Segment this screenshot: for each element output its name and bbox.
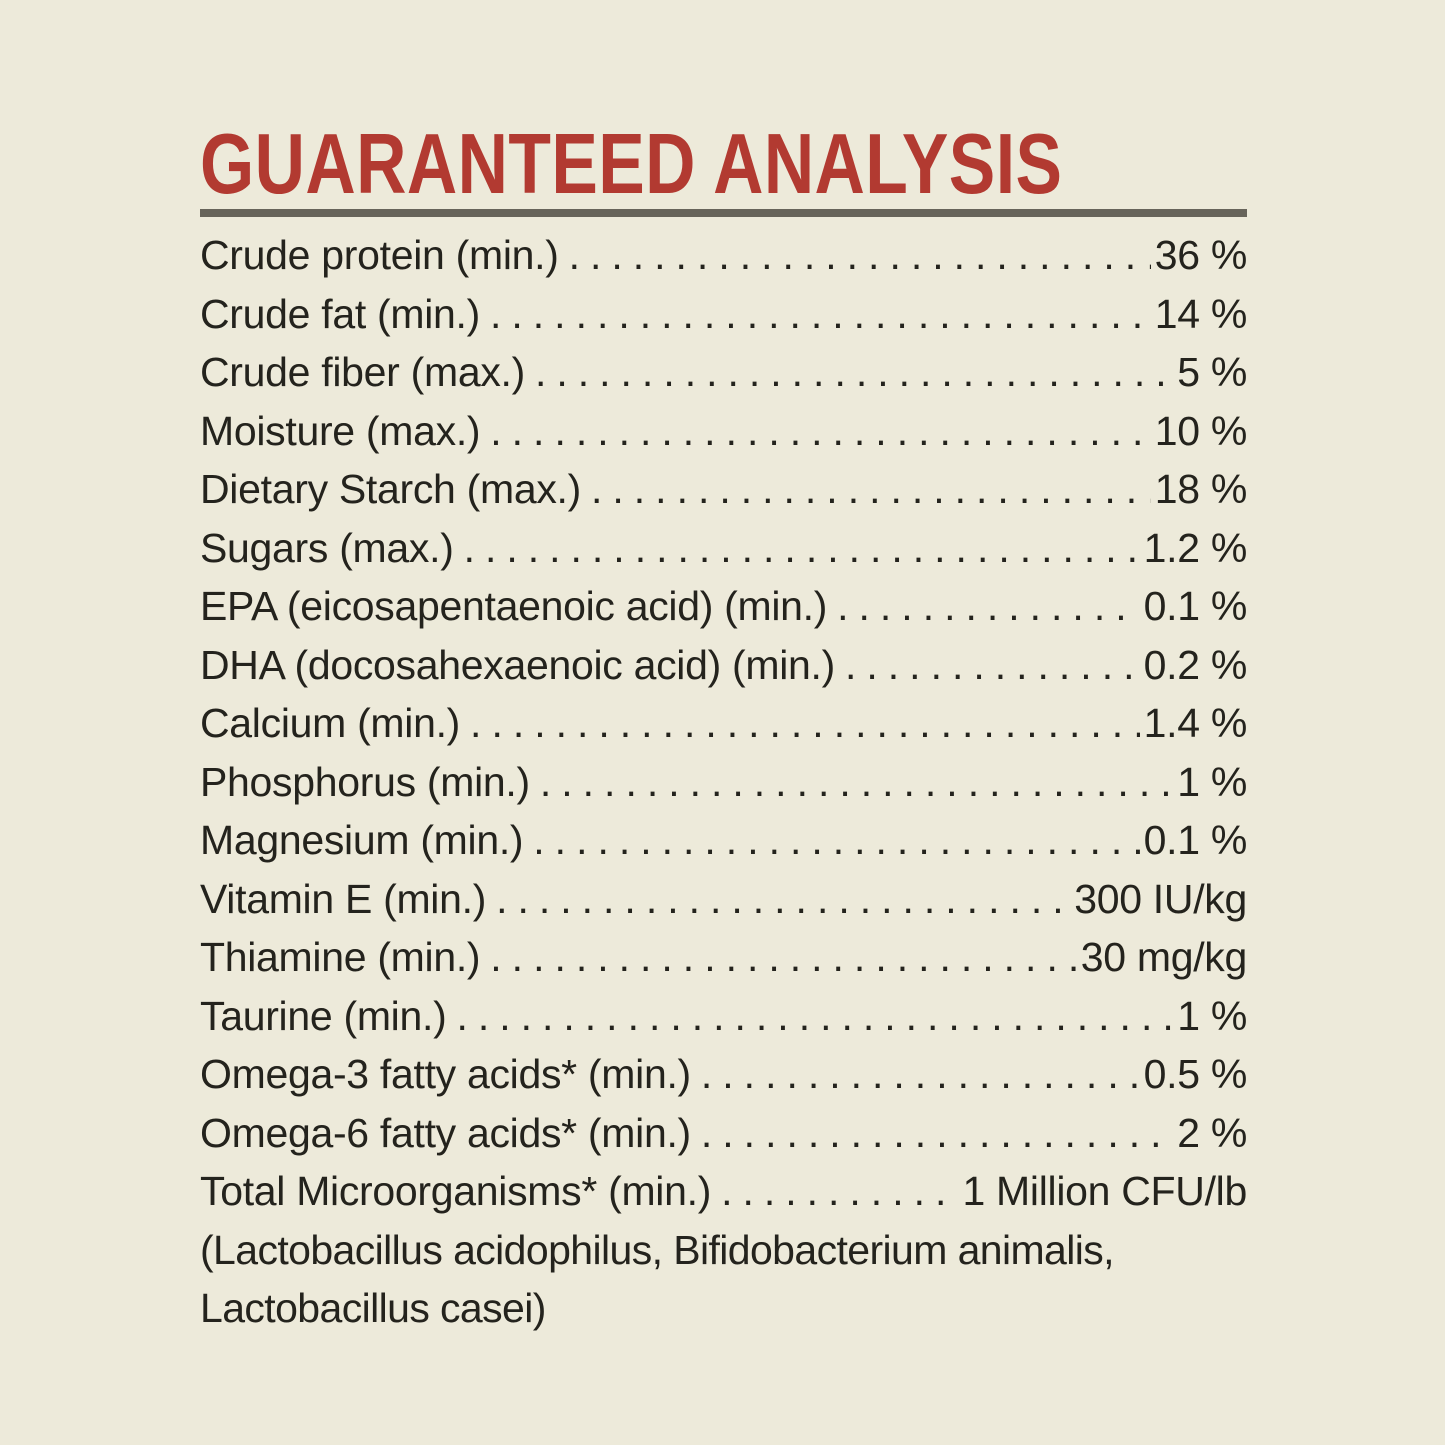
- nutrient-label: Omega-6 fatty acids* (min.): [200, 1109, 691, 1156]
- analysis-row: Moisture (max.) 10 %: [200, 402, 1247, 461]
- dot-leader: [490, 402, 1150, 461]
- nutrient-value: 18 %: [1154, 466, 1248, 512]
- analysis-row: Crude fat (min.) 14 %: [200, 285, 1247, 344]
- analysis-row: Crude protein (min.) 36 %: [200, 226, 1247, 285]
- analysis-row: Omega-3 fatty acids* (min.) 0.5 %: [200, 1045, 1247, 1104]
- dot-leader: [464, 519, 1140, 578]
- analysis-list: Crude protein (min.) 36 % Crude fat (min…: [200, 226, 1247, 1338]
- nutrient-label: Crude fat (min.): [200, 290, 480, 337]
- dot-leader: [721, 1162, 958, 1221]
- nutrient-value: 0.2 %: [1143, 641, 1248, 688]
- footnote-container: (Lactobacillus acidophilus, Bifidobacter…: [200, 1221, 1247, 1338]
- nutrient-value: 1 Million CFU/lb: [962, 1168, 1247, 1214]
- dot-leader: [496, 870, 1070, 929]
- dot-leader: [490, 928, 1076, 987]
- footnote-line: (Lactobacillus acidophilus, Bifidobacter…: [200, 1226, 1115, 1273]
- analysis-row: Phosphorus (min.) 1 %: [200, 753, 1247, 812]
- nutrient-value: 10 %: [1154, 407, 1248, 454]
- footnote-line: Lactobacillus casei): [200, 1285, 546, 1331]
- dot-leader: [701, 1104, 1173, 1163]
- nutrient-label: Sugars (max.): [200, 524, 454, 571]
- nutrient-label: EPA (eicosapentaenoic acid) (min.): [200, 583, 828, 629]
- dot-leader: [845, 636, 1140, 695]
- nutrient-value: 0.1 %: [1143, 583, 1248, 629]
- nutrient-label: Thiamine (min.): [200, 934, 481, 980]
- nutrient-label: Moisture (max.): [200, 407, 481, 454]
- nutrient-label: Crude protein (min.): [200, 232, 559, 278]
- analysis-rows-container: Crude protein (min.) 36 % Crude fat (min…: [200, 226, 1247, 1221]
- analysis-row: Sugars (max.) 1.2 %: [200, 519, 1247, 578]
- dot-leader: [490, 285, 1151, 344]
- dot-leader: [533, 811, 1139, 870]
- nutrient-value: 1.2 %: [1143, 524, 1248, 571]
- dot-leader: [569, 226, 1151, 285]
- nutrient-value: 30 mg/kg: [1080, 934, 1248, 980]
- nutrient-value: 1 %: [1177, 758, 1247, 805]
- nutrient-value: 14 %: [1154, 290, 1248, 337]
- analysis-row: Omega-6 fatty acids* (min.) 2 %: [200, 1104, 1247, 1163]
- analysis-row: Vitamin E (min.) 300 IU/kg: [200, 870, 1247, 929]
- nutrient-value: 5 %: [1177, 349, 1247, 395]
- page-title: GUARANTEED ANALYSIS: [200, 117, 1063, 212]
- analysis-row: EPA (eicosapentaenoic acid) (min.) 0.1 %: [200, 577, 1247, 636]
- nutrient-label: Calcium (min.): [200, 700, 461, 746]
- analysis-row: Calcium (min.) 1.4 %: [200, 694, 1247, 753]
- nutrient-label: Phosphorus (min.): [200, 758, 530, 805]
- analysis-row: Taurine (min.) 1 %: [200, 987, 1247, 1046]
- dot-leader: [837, 577, 1140, 636]
- nutrient-label: Dietary Starch (max.): [200, 466, 581, 512]
- analysis-row: Dietary Starch (max.) 18 %: [200, 460, 1247, 519]
- nutrient-value: 36 %: [1154, 232, 1248, 278]
- nutrient-value: 0.1 %: [1143, 817, 1248, 863]
- nutrient-value: 0.5 %: [1143, 1051, 1248, 1097]
- analysis-row: Thiamine (min.) 30 mg/kg: [200, 928, 1247, 987]
- analysis-row: DHA (docosahexaenoic acid) (min.) 0.2 %: [200, 636, 1247, 695]
- title-rule: [200, 209, 1247, 217]
- analysis-row: Magnesium (min.) 0.1 %: [200, 811, 1247, 870]
- dot-leader: [591, 460, 1151, 519]
- nutrient-label: Omega-3 fatty acids* (min.): [200, 1051, 691, 1097]
- nutrient-value: 300 IU/kg: [1074, 875, 1247, 922]
- nutrient-label: Taurine (min.): [200, 992, 447, 1039]
- nutrient-label: Total Microorganisms* (min.): [200, 1168, 712, 1214]
- analysis-row: Crude fiber (max.) 5 %: [200, 343, 1247, 402]
- nutrient-label: Magnesium (min.): [200, 817, 524, 863]
- dot-leader: [470, 694, 1140, 753]
- guaranteed-analysis-panel: GUARANTEED ANALYSIS Crude protein (min.)…: [200, 122, 1247, 1338]
- dot-leader: [535, 343, 1173, 402]
- nutrient-label: DHA (docosahexaenoic acid) (min.): [200, 641, 835, 688]
- nutrient-label: Vitamin E (min.): [200, 875, 487, 922]
- nutrient-value: 2 %: [1177, 1109, 1247, 1156]
- nutrient-value: 1.4 %: [1143, 700, 1248, 746]
- nutrient-value: 1 %: [1177, 992, 1247, 1039]
- dot-leader: [456, 987, 1173, 1046]
- analysis-row: Total Microorganisms* (min.) 1 Million C…: [200, 1162, 1247, 1221]
- dot-leader: [540, 753, 1173, 812]
- nutrient-label: Crude fiber (max.): [200, 349, 525, 395]
- dot-leader: [701, 1045, 1140, 1104]
